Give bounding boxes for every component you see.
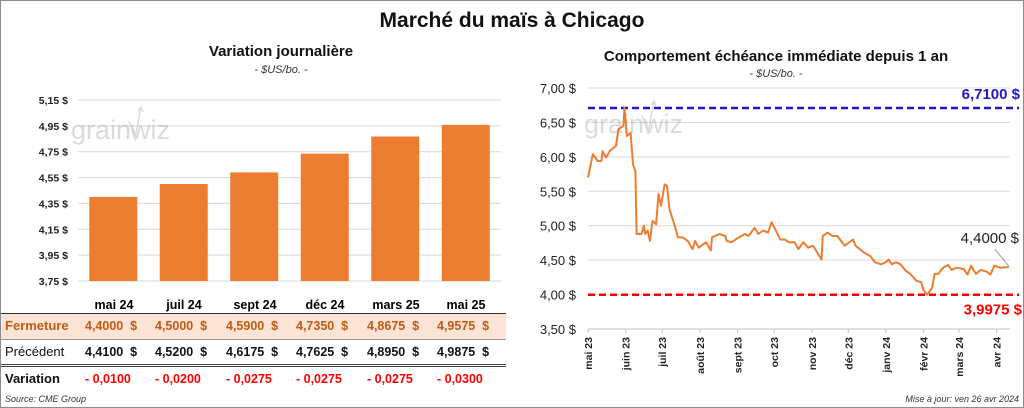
table-cell: 4,7350 $ [296, 319, 349, 333]
x-tick-label: mai 23 [583, 337, 595, 370]
price-table: mai 24 juil 24 sept 24 déc 24 mars 25 ma… [1, 293, 511, 393]
grainwiz-logo-text: grainwiz [71, 115, 170, 145]
table-cell: - 0,0200 [155, 372, 201, 386]
col-header: déc 24 [305, 298, 345, 312]
grainwiz-logo: grainwiz [584, 99, 683, 139]
table-cell: - 0,0275 [296, 372, 342, 386]
min-label: 3,9975 $ [964, 302, 1023, 319]
bar [159, 184, 208, 281]
y-tick-label: 4,15 $ [39, 224, 68, 236]
y-tick-label: 3,50 $ [540, 322, 577, 337]
table-cell: 4,8950 $ [367, 345, 420, 359]
table-cell: - 0,0275 [226, 372, 272, 386]
y-tick-label: 3,75 $ [39, 276, 68, 288]
x-tick-label: janv 24 [881, 337, 893, 374]
x-tick-label: févr 24 [919, 337, 931, 371]
row-label: Précédent [5, 344, 65, 359]
x-tick-label: mars 24 [954, 337, 966, 377]
col-header: mai 25 [446, 298, 486, 312]
grainwiz-logo-text: grainwiz [584, 109, 683, 139]
table-cell: 4,5000 $ [155, 319, 208, 333]
y-tick-label: 4,55 $ [39, 173, 68, 185]
y-tick-label: 6,00 $ [540, 150, 577, 165]
col-header: juil 24 [166, 298, 202, 312]
grainwiz-arrow-icon [128, 105, 144, 142]
max-label: 6,7100 $ [962, 86, 1021, 103]
table-cell: 4,6175 $ [226, 345, 279, 359]
table-cell: 4,5900 $ [226, 319, 279, 333]
bar-chart-unit: - $US/bo. - [254, 64, 308, 76]
table-cell: 4,9875 $ [437, 345, 490, 359]
table-cell: 4,7625 $ [296, 345, 349, 359]
y-tick-label: 3,95 $ [39, 250, 68, 262]
line-chart-title: Comportement échéance immédiate depuis 1… [603, 48, 949, 65]
grainwiz-logo: grainwiz [71, 105, 170, 145]
updated-note: Mise à jour: ven 26 avr 2024 [905, 394, 1019, 404]
bar-chart-title: Variation journalière [208, 43, 354, 60]
line-chart: 3,50 $ 4,00 $ 4,50 $ 5,00 $ 5,50 $ 6,00 $ 6,50… [540, 81, 1023, 377]
bar [441, 124, 490, 281]
last-price-label: 4,4000 $ [961, 230, 1020, 247]
x-tick-label: juil 23 [657, 337, 669, 368]
y-tick-label: 5,00 $ [540, 219, 577, 234]
price-line [587, 107, 1009, 296]
table-cell: 4,4100 $ [85, 345, 138, 359]
table-row-precedent: Précédent 4,4100 $ 4,5200 $ 4,6175 $ 4,7625 … [1, 340, 506, 364]
table-cell: 4,5200 $ [155, 345, 208, 359]
table-cell: 4,9575 $ [437, 319, 490, 333]
source-note: Source: CME Group [5, 394, 87, 404]
x-tick-label: avr 24 [992, 337, 1004, 368]
y-tick-label: 4,75 $ [39, 147, 68, 159]
y-tick-label: 5,15 $ [39, 95, 68, 107]
table-cell: - 0,0100 [85, 372, 131, 386]
page-title: Marché du maïs à Chicago [379, 9, 645, 32]
x-tick-label: déc 23 [843, 337, 855, 370]
line-chart-unit: - $US/bo. - [749, 68, 803, 80]
bar [371, 136, 420, 281]
bar [89, 196, 138, 281]
bar-chart: 3,75 $ 3,95 $ 4,15 $ 4,35 $ 4,55 $ 4,75 $ 4,95… [39, 95, 501, 288]
row-label: Variation [5, 371, 60, 386]
table-row-fermeture: Fermeture 4,4000 $ 4,5000 $ 4,5900 $ 4,7350 … [1, 314, 506, 339]
table-cell: - 0,0275 [367, 372, 413, 386]
y-tick-label: 4,00 $ [540, 288, 577, 303]
x-tick-label: oct 23 [769, 337, 781, 368]
x-tick-label: juin 23 [621, 337, 633, 371]
table-row-variation: Variation - 0,0100 - 0,0200 - 0,0275 - 0,027… [1, 367, 506, 391]
bar [300, 153, 349, 281]
y-tick-label: 6,50 $ [540, 115, 577, 130]
table-cell: 4,4000 $ [85, 319, 138, 333]
x-tick-label: nov 23 [807, 337, 819, 370]
y-tick-label: 4,95 $ [39, 121, 68, 133]
x-tick-label: août 23 [695, 337, 707, 374]
row-label: Fermeture [5, 318, 69, 333]
table-header-row: mai 24 juil 24 sept 24 déc 24 mars 25 ma… [1, 293, 506, 317]
last-leader-line [994, 248, 1010, 267]
col-header: mai 24 [94, 298, 134, 312]
grainwiz-arrow-icon [641, 99, 657, 136]
col-header: mars 25 [372, 298, 420, 312]
y-tick-label: 5,50 $ [540, 184, 577, 199]
table-cell: - 0,0300 [437, 372, 483, 386]
y-tick-label: 4,50 $ [540, 253, 577, 268]
table-cell: 4,8675 $ [367, 319, 420, 333]
bar [230, 172, 279, 281]
x-tick-label: sept 23 [733, 337, 745, 373]
col-header: sept 24 [233, 298, 277, 312]
y-tick-label: 7,00 $ [540, 81, 577, 96]
y-tick-label: 4,35 $ [39, 198, 68, 210]
